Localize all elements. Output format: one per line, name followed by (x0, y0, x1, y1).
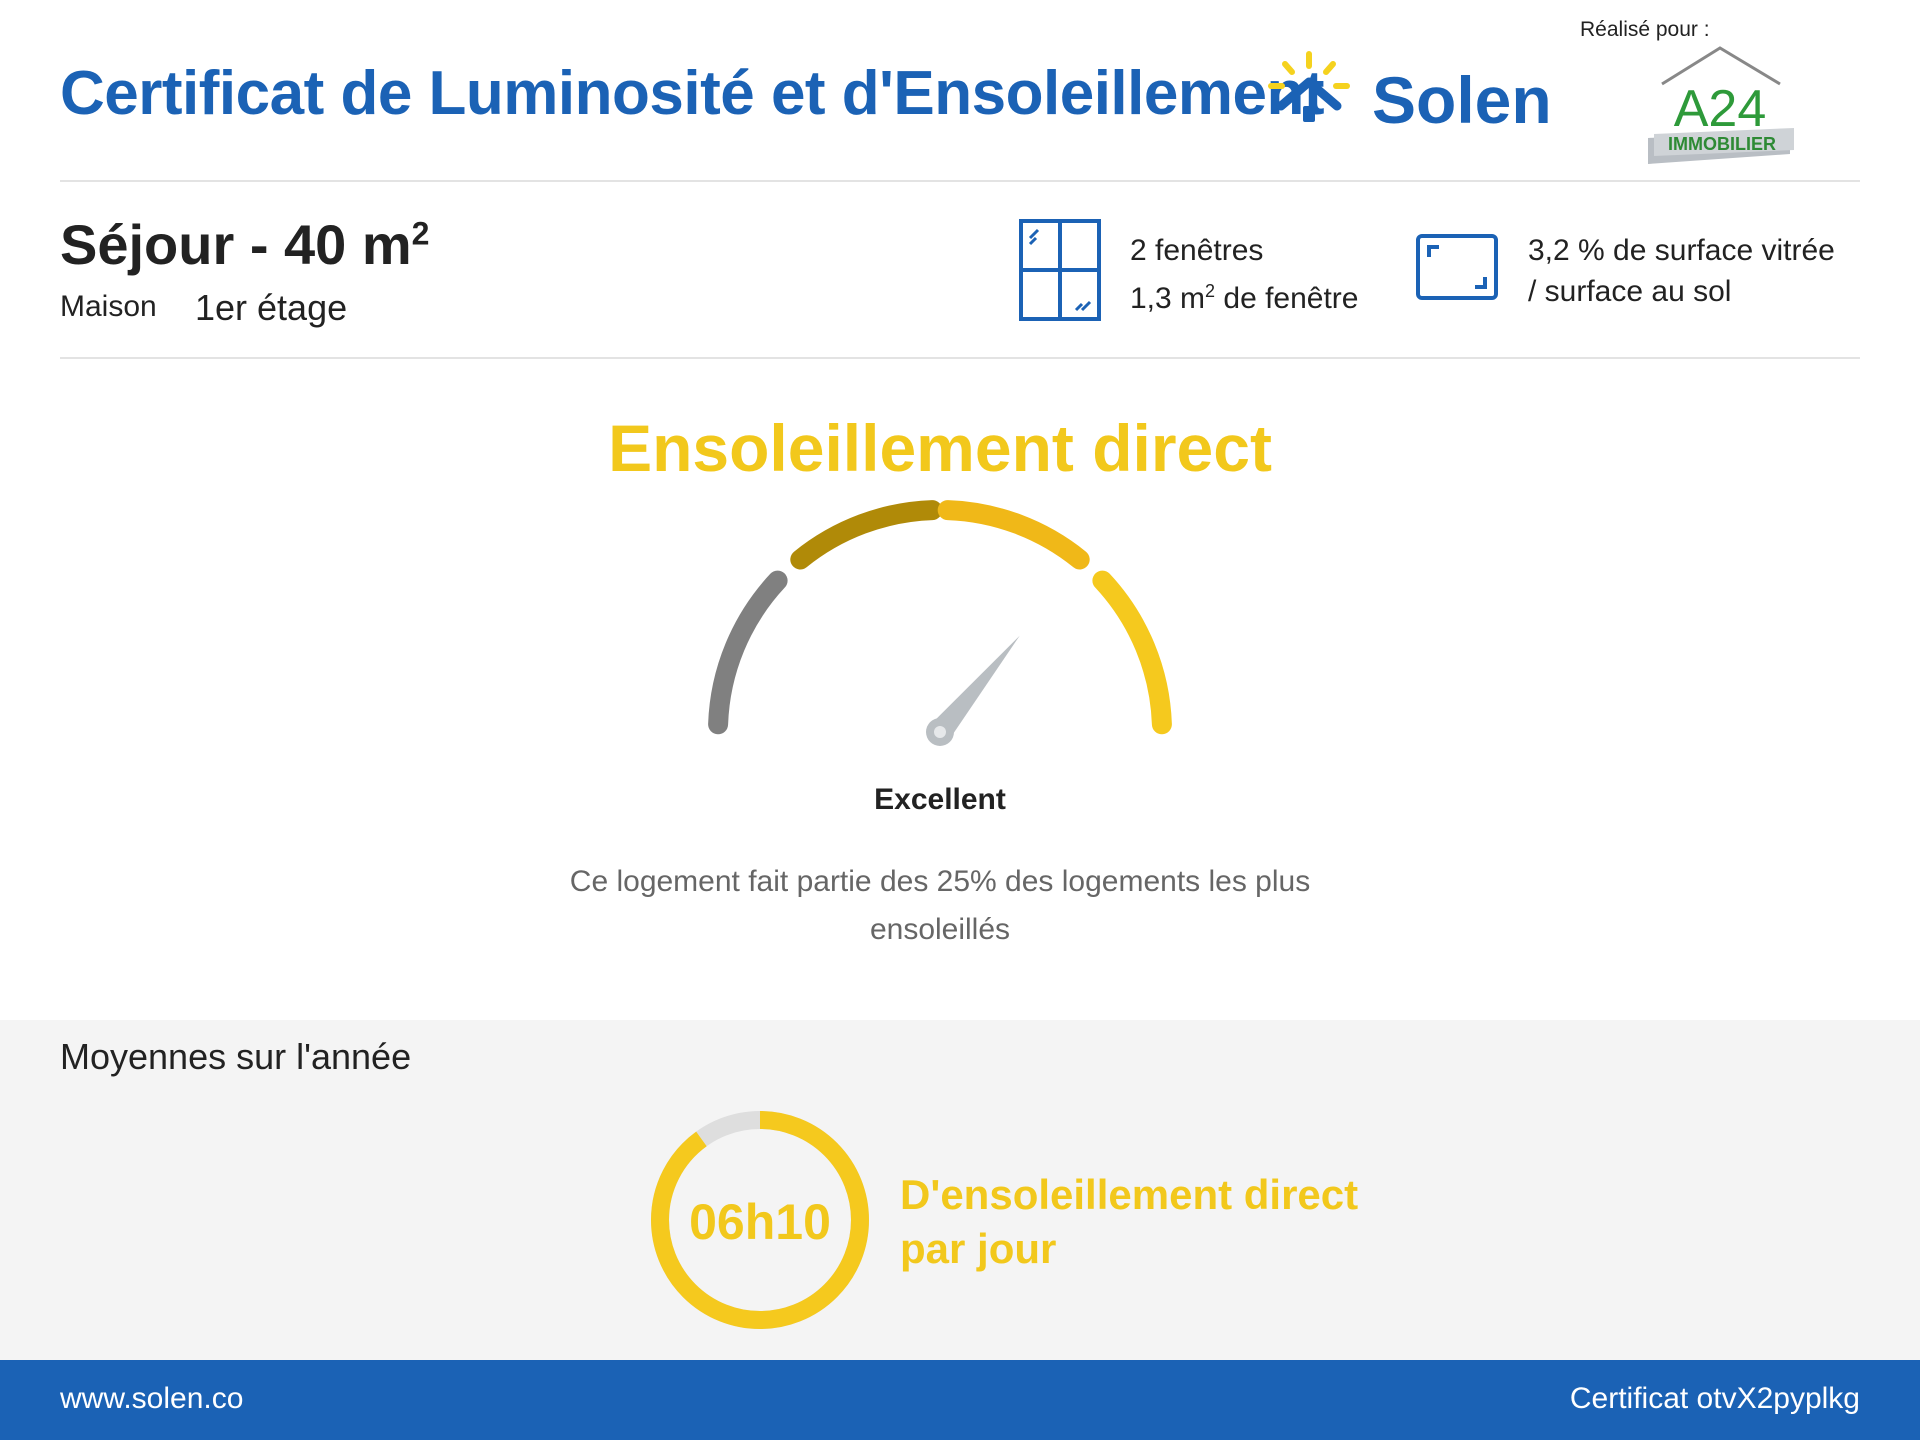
header-divider (60, 180, 1860, 182)
gauge-segment-mid (790, 500, 943, 570)
window-count: 2 fenêtres (1130, 234, 1264, 267)
room-floor: 1er étage (195, 287, 348, 328)
info-divider (60, 357, 1860, 359)
gauge-needle (930, 635, 1020, 740)
daily-sunlight-value: 06h10 (689, 1194, 831, 1250)
caption-line-1: D'ensoleillement direct (900, 1171, 1359, 1218)
sunlight-gauge (708, 500, 1172, 746)
gauge-segment-max (1092, 570, 1172, 735)
footer-bar (0, 1360, 1920, 1440)
brand-name: Solen (1372, 63, 1552, 137)
gauge-segment-low (708, 570, 788, 735)
window-summary: 2 fenêtres 1,3 m2 de fenêtre (1130, 230, 1358, 319)
website-link[interactable]: www.solen.co (60, 1382, 244, 1415)
svg-text:IMMOBILIER: IMMOBILIER (1668, 134, 1776, 154)
sunlight-rating: Excellent (874, 783, 1006, 816)
glazing-ratio: 3,2 % de surface vitrée / surface au sol (1528, 230, 1835, 312)
sunlight-description: Ce logement fait partie des 25% des loge… (569, 865, 1311, 946)
sunlight-title: Ensoleillement direct (608, 411, 1272, 485)
room-type: Maison (60, 290, 157, 323)
ring-progress (651, 1111, 869, 1329)
daily-sunlight-ring (651, 1111, 869, 1329)
window-area: 1,3 m2 de fenêtre (1130, 281, 1359, 315)
gauge-segment-high (937, 500, 1090, 570)
gauge-needle-center (934, 726, 946, 738)
certificate-title: Certificat de Luminosité et d'Ensoleille… (60, 59, 1325, 128)
yearly-averages-panel (0, 1020, 1920, 1360)
floor-area-icon (1416, 234, 1498, 300)
svg-text:A24: A24 (1674, 80, 1767, 138)
caption-line-2: par jour (900, 1225, 1057, 1272)
yearly-averages-title: Moyennes sur l'année (60, 1036, 412, 1077)
glazing-line-2: / surface au sol (1528, 275, 1732, 308)
client-logo: A24 IMMOBILIER (1648, 46, 1794, 164)
solen-logo-icon (1268, 51, 1350, 122)
certificate-id: Certificat otvX2pyplkg (1569, 1382, 1860, 1415)
daily-sunlight-caption: D'ensoleillement direct par jour (900, 1168, 1358, 1276)
made-for-label: Réalisé pour : (1580, 18, 1710, 41)
window-icon (1019, 219, 1101, 321)
glazing-line-1: 3,2 % de surface vitrée (1528, 234, 1835, 267)
room-title: Séjour - 40 m2 (60, 213, 430, 276)
